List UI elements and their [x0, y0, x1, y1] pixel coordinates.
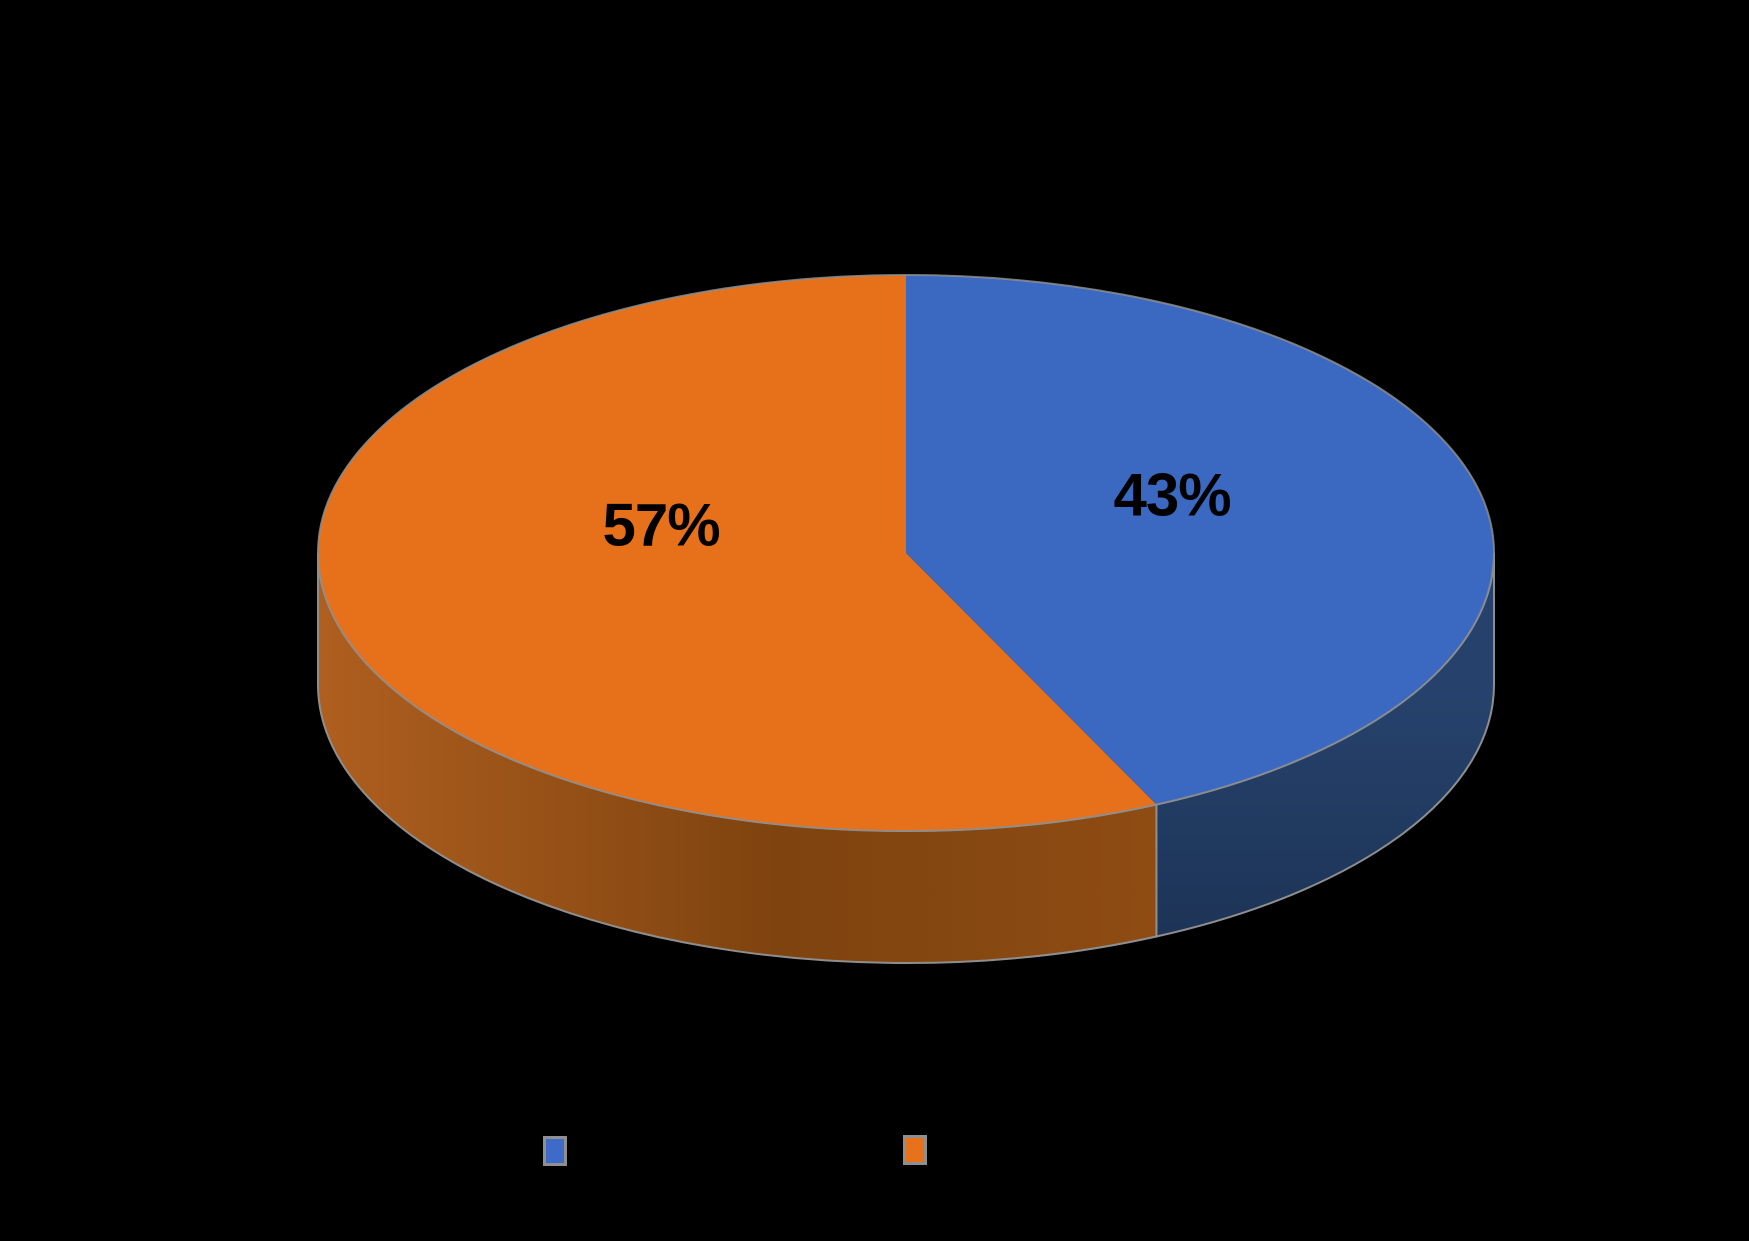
pie-slice-2: [317, 275, 1157, 831]
pie-rim-outline: [317, 274, 1495, 832]
legend-key-series-2: [903, 1135, 927, 1165]
legend-key-series-1: [543, 1136, 567, 1166]
pie-slice-1: [906, 275, 1494, 805]
